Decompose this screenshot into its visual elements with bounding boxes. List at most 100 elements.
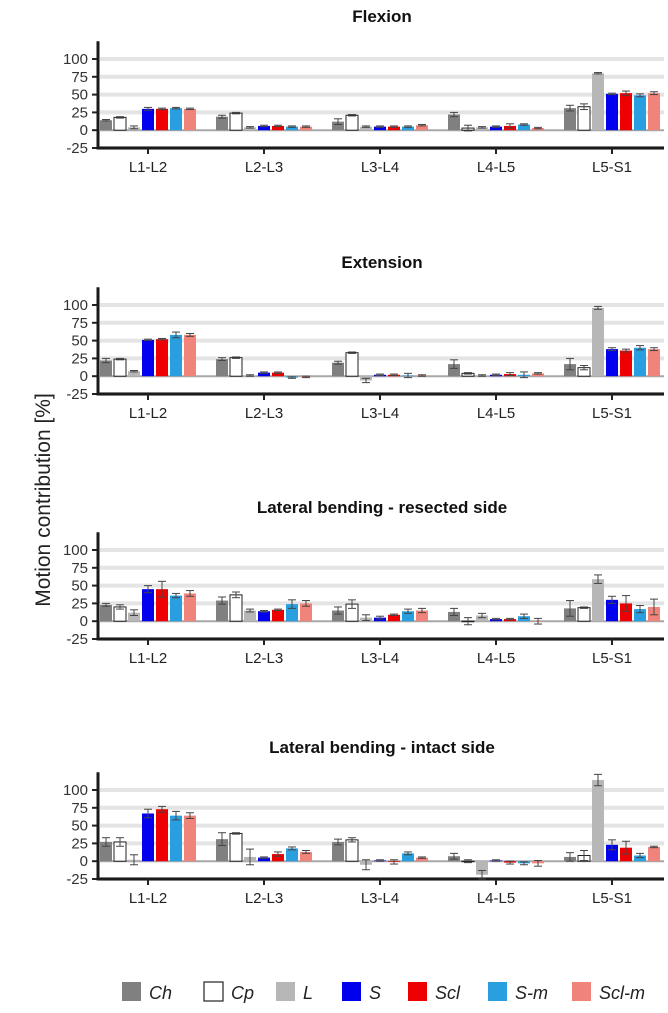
bar-Ch-L4-L5 [448,364,460,377]
x-tick-label: L3-L4 [361,405,399,422]
bar-Cp-L2-L3 [229,594,243,622]
bar-Scl-L2-L3 [272,125,284,131]
panel-title: Flexion [352,7,412,26]
x-tick-label: L5-S1 [592,890,632,907]
bar-Ch-L5-S1 [564,108,576,131]
legend-swatch-Scl-m [572,982,591,1001]
bar-Scl-m-L2-L3 [300,126,312,131]
bar-Scl-L3-L4 [388,126,400,131]
bar-Scl-L3-L4 [388,614,400,622]
bar-Scl-L1-L2 [156,339,168,377]
x-tick-label: L5-S1 [592,650,632,667]
bar-L-L4-L5 [476,615,488,622]
bar-L-L5-S1 [592,780,604,862]
y-tick-label: 100 [63,51,88,68]
bar-Ch-L1-L2 [100,360,112,377]
bar-S-L1-L2 [142,339,154,377]
y-tick-label: 75 [71,560,88,577]
bar-S-m-L3-L4 [402,126,414,131]
legend-swatch-S-m [488,982,507,1001]
y-tick-label: -25 [66,631,88,648]
bar-Scl-L5-S1 [620,350,632,377]
bar-Scl-m-L3-L4 [416,857,428,862]
bar-S-L1-L2 [142,589,154,622]
y-tick-label: -25 [66,386,88,403]
bar-Scl-m-L5-S1 [648,846,660,862]
panel-4: Lateral bending - intact side -2502550751… [63,738,664,907]
bar-L-L5-S1 [592,73,604,131]
bar-S-m-L4-L5 [518,124,530,131]
bar-Ch-L1-L2 [100,604,112,622]
bar-S-L5-S1 [606,599,618,622]
y-tick-label: -25 [66,871,88,888]
bar-L-L5-S1 [592,307,604,377]
y-tick-label: 0 [80,368,88,385]
panel-title: Lateral bending - intact side [269,738,495,757]
bar-S-L2-L3 [258,611,270,622]
y-tick-label: 75 [71,69,88,86]
bar-Scl-m-L1-L2 [184,108,196,131]
x-tick-label: L4-L5 [477,159,515,176]
bar-Cp-L2-L3 [229,832,243,862]
bar-Scl-L1-L2 [156,108,168,131]
bar-Cp-L5-S1 [577,106,591,131]
y-tick-label: 0 [80,613,88,630]
x-tick-label: L2-L3 [245,159,283,176]
bar-Cp-L1-L2 [113,358,127,377]
y-tick-label: 25 [71,595,88,612]
bar-S-L4-L5 [490,126,502,131]
legend-label-Scl: Scl [435,983,461,1003]
bar-S-L3-L4 [374,126,386,131]
bar-Ch-L3-L4 [332,610,344,622]
bar-Ch-L2-L3 [216,600,228,622]
legend-swatch-Ch [122,982,141,1001]
bar-Scl-L1-L2 [156,809,168,862]
legend-label-Cp: Cp [231,983,254,1003]
legend-swatch-Cp [203,981,224,1002]
x-tick-label: L1-L2 [129,890,167,907]
bar-Scl-L2-L3 [272,372,284,377]
bar-Ch-L3-L4 [332,362,344,377]
bar-L-L2-L3 [244,610,256,622]
bar-S-m-L5-S1 [634,347,646,377]
y-tick-label: 50 [71,87,88,104]
bar-S-L5-S1 [606,93,618,131]
panel-3: Lateral bending - resected side -25025507… [63,498,664,667]
bar-Ch-L2-L3 [216,116,228,131]
x-tick-label: L4-L5 [477,890,515,907]
y-tick-label: 75 [71,315,88,332]
bar-L-L2-L3 [244,127,256,131]
bar-L-L4-L5 [476,127,488,131]
bar-Scl-m-L1-L2 [184,815,196,862]
bar-Cp-L5-S1 [577,607,591,622]
bar-Cp-L2-L3 [229,357,243,377]
bar-S-L5-S1 [606,844,618,862]
y-tick-label: 50 [71,333,88,350]
bar-S-m-L1-L2 [170,334,182,377]
bar-Scl-m-L5-S1 [648,349,660,377]
bar-Scl-m-L2-L3 [300,851,312,862]
y-tick-label: 0 [80,853,88,870]
bar-S-m-L2-L3 [286,126,298,131]
x-tick-label: L2-L3 [245,405,283,422]
legend-swatch-L [276,982,295,1001]
bar-Scl-L5-S1 [620,93,632,131]
legend: Ch Cp L S Scl S-m Scl-m [122,981,645,1003]
bar-Ch-L4-L5 [448,611,460,622]
bar-S-m-L1-L2 [170,815,182,862]
bar-Ch-L4-L5 [448,114,460,131]
bar-Scl-m-L1-L2 [184,334,196,377]
bar-Cp-L3-L4 [345,352,359,377]
bar-Scl-L5-S1 [620,603,632,622]
bar-L-L5-S1 [592,579,604,622]
bar-L-L1-L2 [128,612,140,622]
bar-Ch-L2-L3 [216,839,228,862]
x-tick-label: L5-S1 [592,405,632,422]
panel-title: Lateral bending - resected side [257,498,507,517]
bar-S-L2-L3 [258,125,270,131]
y-tick-label: 100 [63,782,88,799]
bar-Scl-m-L3-L4 [416,125,428,131]
y-tick-label: 50 [71,578,88,595]
